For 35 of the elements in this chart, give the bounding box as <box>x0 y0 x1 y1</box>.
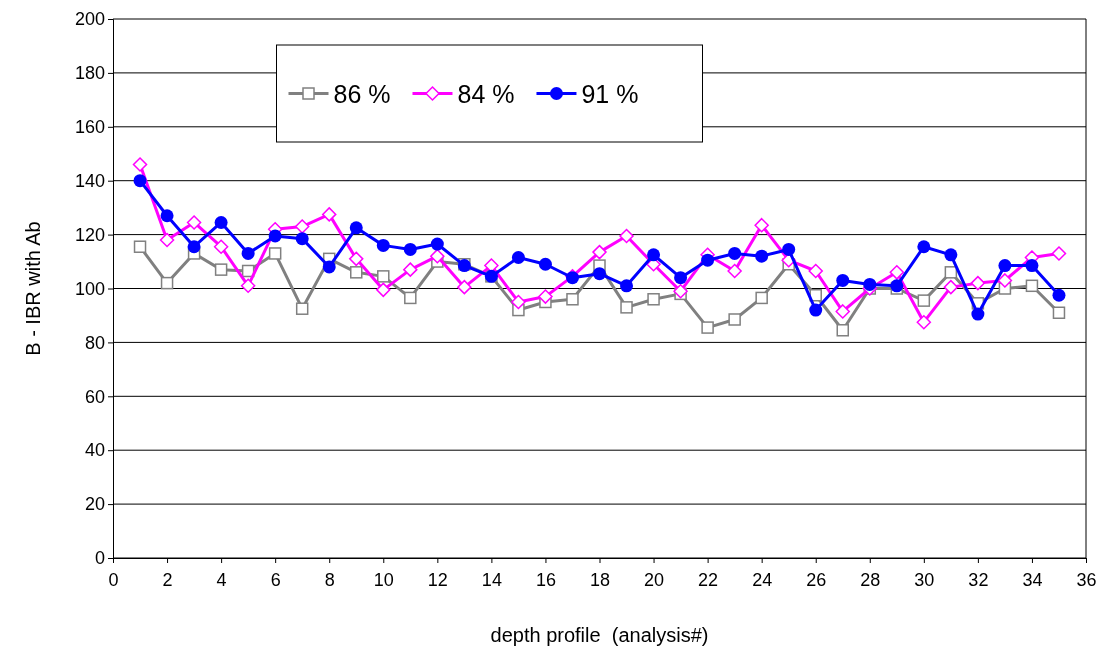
y-tick-label: 160 <box>74 117 105 138</box>
legend-label: 86 % <box>333 79 391 108</box>
x-tick-label: 14 <box>481 569 502 590</box>
x-tick-label: 34 <box>1022 569 1043 590</box>
x-tick-label: 8 <box>324 569 335 590</box>
x-tick-label: 16 <box>535 569 556 590</box>
x-tick-label: 10 <box>373 569 394 590</box>
x-tick-label: 32 <box>968 569 989 590</box>
legend-label: 91 % <box>581 79 639 108</box>
x-tick-label: 0 <box>108 569 119 590</box>
y-tick-label: 180 <box>74 63 105 84</box>
x-tick-label: 18 <box>589 569 611 590</box>
x-axis-title: depth profile (analysis#) <box>490 624 709 646</box>
y-tick-label: 0 <box>94 548 105 569</box>
y-tick-label: 20 <box>84 494 105 515</box>
x-tick-label: 26 <box>806 569 827 590</box>
x-tick-label: 28 <box>860 569 881 590</box>
x-tick-label: 30 <box>914 569 935 590</box>
y-axis-title: B - IBR with Ab <box>22 221 44 356</box>
x-tick-label: 6 <box>270 569 281 590</box>
y-tick-label: 40 <box>84 440 105 461</box>
legend-label: 84 % <box>457 79 515 108</box>
y-tick-label: 140 <box>74 170 105 191</box>
x-tick-label: 24 <box>752 569 773 590</box>
y-tick-label: 80 <box>84 332 105 353</box>
x-tick-label: 4 <box>216 569 227 590</box>
x-tick-label: 20 <box>644 569 665 590</box>
x-tick-label: 22 <box>698 569 719 590</box>
y-tick-label: 100 <box>74 278 105 299</box>
y-tick-label: 60 <box>84 386 105 407</box>
x-tick-label: 12 <box>427 569 448 590</box>
y-tick-label: 200 <box>74 9 105 30</box>
y-tick-label: 120 <box>74 224 105 245</box>
x-tick-label: 36 <box>1076 569 1097 590</box>
x-tick-label: 2 <box>162 569 173 590</box>
